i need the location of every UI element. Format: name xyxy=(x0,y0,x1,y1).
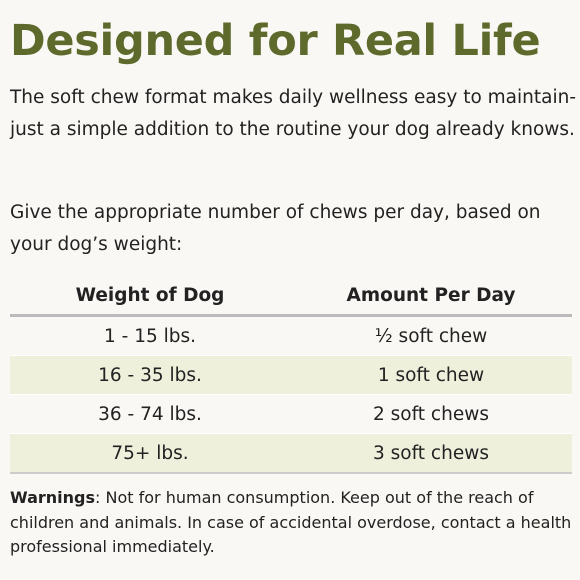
warnings-label: Warnings xyxy=(10,488,96,507)
table-cell: ½ soft chew xyxy=(374,325,488,347)
table-cell: 2 soft chews xyxy=(373,403,489,425)
table-cell: 36 - 74 lbs. xyxy=(98,403,202,425)
table-cell: 1 soft chew xyxy=(377,364,485,386)
warnings: Warnings: Not for human consumption. Kee… xyxy=(10,486,576,560)
table-cell: 16 - 35 lbs. xyxy=(98,364,202,386)
table-row: 75+ lbs. 3 soft chews xyxy=(10,434,572,474)
table-row: 1 - 15 lbs. ½ soft chew xyxy=(10,317,572,356)
table-row: 36 - 74 lbs. 2 soft chews xyxy=(10,395,572,434)
dosage-table: Weight of Dog Amount Per Day 1 - 15 lbs.… xyxy=(10,276,572,474)
paragraph: The soft chew format makes daily wellnes… xyxy=(10,87,577,140)
warnings-text: : Not for human consumption. Keep out of… xyxy=(10,488,572,556)
column-header: Amount Per Day xyxy=(346,284,516,306)
column-header: Weight of Dog xyxy=(75,284,225,306)
title: Designed for Real Life xyxy=(10,16,541,66)
table-header: Weight of Dog Amount Per Day xyxy=(10,276,572,317)
table-row: 16 - 35 lbs. 1 soft chew xyxy=(10,356,572,395)
table-cell: 3 soft chews xyxy=(373,442,489,464)
table-cell: 1 - 15 lbs. xyxy=(103,325,197,347)
paragraph: Give the appropriate number of chews per… xyxy=(10,202,541,255)
table-cell: 75+ lbs. xyxy=(111,442,189,464)
